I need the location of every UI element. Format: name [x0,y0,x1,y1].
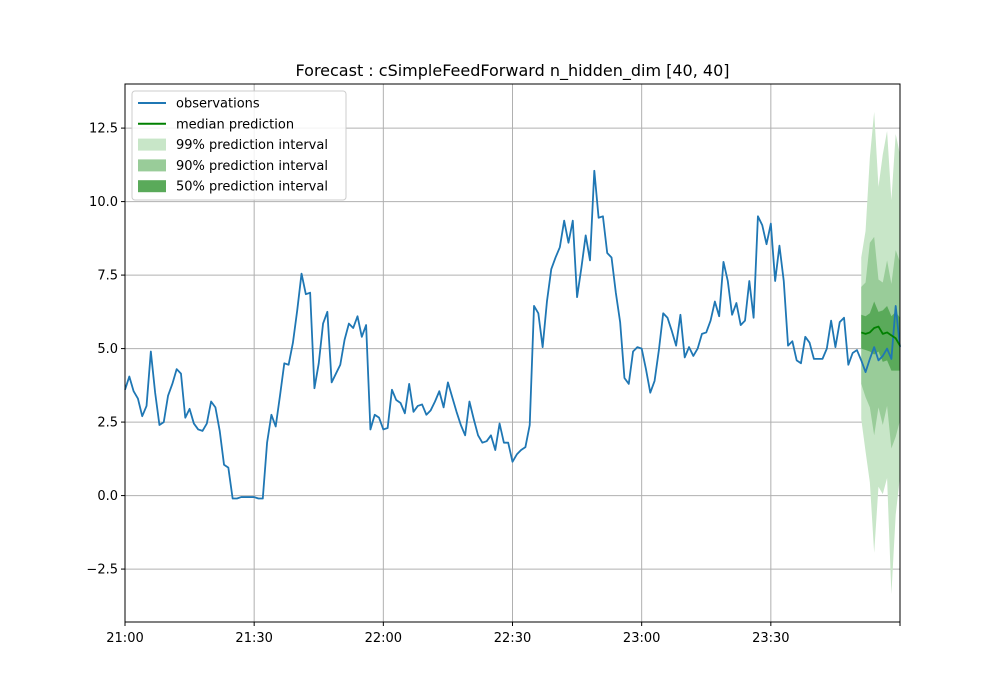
legend-label: median prediction [176,117,294,132]
y-tick-label: 10.0 [89,195,118,210]
x-tick-label: 23:00 [623,631,660,646]
x-tick-label: 21:30 [235,631,272,646]
legend-box [131,90,347,201]
x-tick-label: 22:00 [365,631,402,646]
legend-label: 90% prediction interval [176,159,328,174]
y-tick-label: 12.5 [89,122,118,137]
legend-swatch [138,138,166,151]
legend-label: 99% prediction interval [176,138,328,153]
x-tick-label: 22:30 [494,631,531,646]
prediction-bands [861,111,900,595]
observations-line [124,169,901,500]
y-tick-label: −2.5 [86,563,118,578]
legend: observations median prediction 99% predict… [131,90,347,201]
x-tick-label: 21:00 [106,631,143,646]
legend-label: observations [176,97,260,112]
band-50-percent [861,301,900,371]
legend-label: 50% prediction interval [176,180,328,195]
axis-ticks: −2.5 0.0 2.5 5.0 7.5 10.0 12.5 21:00 21:30 22:00 2… [86,122,901,646]
legend-swatch [138,159,166,172]
chart-title: Forecast : cSimpleFeedForward n_hidden_d… [296,61,730,81]
median-prediction-line [860,325,901,347]
y-tick-label: 5.0 [97,342,118,357]
series-lines [124,169,901,500]
y-tick-label: 7.5 [97,269,118,284]
y-tick-label: 2.5 [97,416,118,431]
y-tick-label: 0.0 [97,489,118,504]
x-tick-label: 23:30 [752,631,789,646]
legend-swatch [138,180,166,193]
